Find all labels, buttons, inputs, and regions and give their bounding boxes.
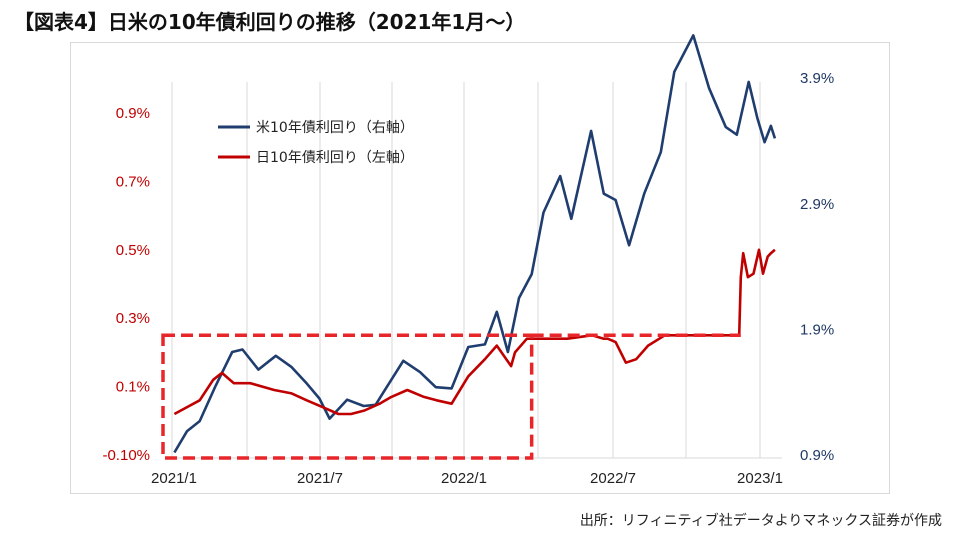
legend-jp-label: 日10年債利回り（左軸） (256, 150, 414, 166)
chart-frame (70, 42, 890, 494)
left-axis-tick-label: 0.1% (116, 379, 150, 396)
x-axis-tick-label: 2021/1 (151, 470, 197, 487)
x-axis-tick-label: 2022/1 (441, 470, 487, 487)
left-axis-tick-label: 0.5% (116, 242, 150, 259)
right-axis-tick-label: 3.9% (800, 70, 834, 87)
us-10y-yield-line (173, 34, 777, 454)
x-axis-ticks: 2021/1 2021/7 2022/1 2022/7 2023/1 (151, 470, 783, 487)
highlight-dashed-box (161, 333, 534, 460)
page-title: 【図表4】日米の10年債利回りの推移（2021年1月〜） (14, 10, 526, 34)
grid-layer (171, 82, 782, 459)
left-axis-tick-label: 0.9% (116, 105, 150, 122)
right-axis-tick-label: 0.9% (800, 447, 834, 464)
x-axis-tick-label: 2023/1 (737, 470, 783, 487)
legend-us-label: 米10年債利回り（右軸） (256, 120, 414, 136)
left-axis-tick-label: 0.3% (116, 310, 150, 327)
left-axis-ticks: 0.9% 0.7% 0.5% 0.3% 0.1% -0.10% (102, 105, 150, 464)
left-axis-tick-label: -0.10% (102, 447, 150, 464)
right-axis-tick-label: 2.9% (800, 196, 834, 213)
series-layer (173, 34, 777, 454)
right-axis-ticks: 3.9% 2.9% 1.9% 0.9% (800, 70, 834, 464)
annotation-layer (161, 333, 741, 460)
x-axis-tick-label: 2022/7 (590, 470, 636, 487)
legend: 米10年債利回り（右軸） 日10年債利回り（左軸） (218, 120, 414, 166)
jp-10y-yield-line (173, 248, 776, 416)
source-note: 出所：リフィニティブ社データよりマネックス証券が作成 (579, 513, 942, 529)
left-axis-tick-label: 0.7% (116, 173, 150, 190)
right-axis-tick-label: 1.9% (800, 321, 834, 338)
x-axis-tick-label: 2021/7 (297, 470, 343, 487)
